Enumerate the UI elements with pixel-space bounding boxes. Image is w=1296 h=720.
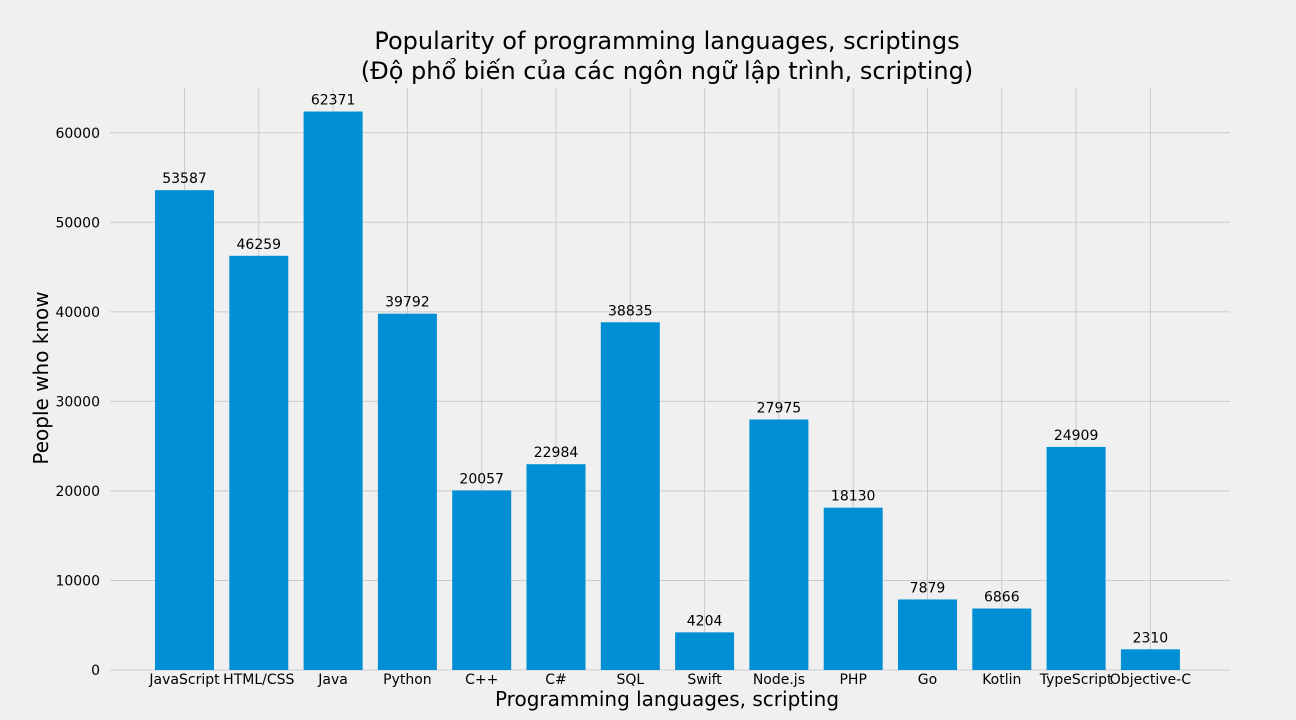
bar-java: [303, 111, 363, 670]
bar-value-label: 39792: [385, 295, 430, 311]
x-tick-label: Go: [918, 672, 937, 688]
x-tick-label: C#: [545, 672, 567, 688]
bar-swift: [675, 632, 735, 670]
bar-objective-c: [1120, 649, 1180, 670]
x-tick-label: Swift: [687, 672, 722, 688]
bar-html-css: [229, 255, 289, 671]
bar-typescript: [1046, 446, 1106, 670]
x-tick-label: Python: [383, 672, 432, 688]
x-tick-label: C++: [465, 672, 498, 688]
x-tick-label: Node.js: [753, 672, 805, 688]
x-tick-label: Objective-C: [1110, 672, 1191, 688]
x-tick-label: SQL: [616, 672, 644, 688]
y-tick-label: 20000: [55, 484, 100, 500]
bar-value-label: 7879: [910, 580, 946, 596]
bar-python: [377, 313, 437, 670]
y-tick-label: 10000: [55, 573, 100, 589]
x-tick-label: TypeScript: [1039, 672, 1113, 688]
y-tick-label: 30000: [55, 394, 100, 410]
bar-value-label: 53587: [162, 171, 207, 187]
x-tick-label: PHP: [839, 672, 866, 688]
bar-sql: [600, 322, 660, 670]
x-tick-label: Java: [317, 672, 348, 688]
bar-javascript: [155, 190, 214, 670]
bar-value-label: 4204: [687, 613, 723, 629]
y-tick-label: 40000: [55, 305, 100, 321]
bar-kotlin: [972, 608, 1032, 670]
y-axis-label: People who know: [29, 291, 53, 464]
x-tick-label: Kotlin: [982, 672, 1021, 688]
bar-value-label: 20057: [459, 471, 504, 487]
chart-subtitle: (Độ phổ biến của các ngôn ngữ lập trình,…: [361, 57, 973, 85]
bar-go: [898, 599, 957, 670]
bar-value-label: 6866: [984, 590, 1020, 606]
x-tick-label: JavaScript: [148, 672, 220, 688]
bar-value-label: 38835: [608, 303, 653, 319]
bar-php: [823, 507, 883, 670]
y-tick-label: 60000: [55, 126, 100, 142]
bar-value-label: 62371: [311, 93, 356, 109]
bar-value-label: 22984: [534, 445, 579, 461]
bar-node-js: [749, 419, 809, 670]
bar-value-label: 18130: [831, 489, 876, 505]
bars: [155, 111, 1180, 671]
bar-c-: [452, 490, 512, 670]
bar-value-label: 27975: [757, 401, 802, 417]
y-axis-ticks: 0 10000 20000 30000 40000 50000 60000: [55, 126, 100, 679]
bar-value-label: 2310: [1133, 630, 1169, 646]
bar-c-: [526, 464, 586, 670]
x-tick-label: HTML/CSS: [223, 672, 294, 688]
chart-title: Popularity of programming languages, scr…: [374, 27, 959, 55]
x-axis-ticks: JavaScript HTML/CSS Java Python C++ C# SQL Swif…: [148, 672, 1191, 688]
x-axis-label: Programming languages, scripting: [495, 687, 839, 711]
bar-value-label: 46259: [237, 237, 282, 253]
data-labels: 53587 46259 62371 39792 20057 22984 38835 4204 2…: [162, 93, 1168, 647]
y-tick-label: 0: [91, 663, 100, 679]
bar-value-label: 24909: [1054, 428, 1099, 444]
y-tick-label: 50000: [55, 215, 100, 231]
